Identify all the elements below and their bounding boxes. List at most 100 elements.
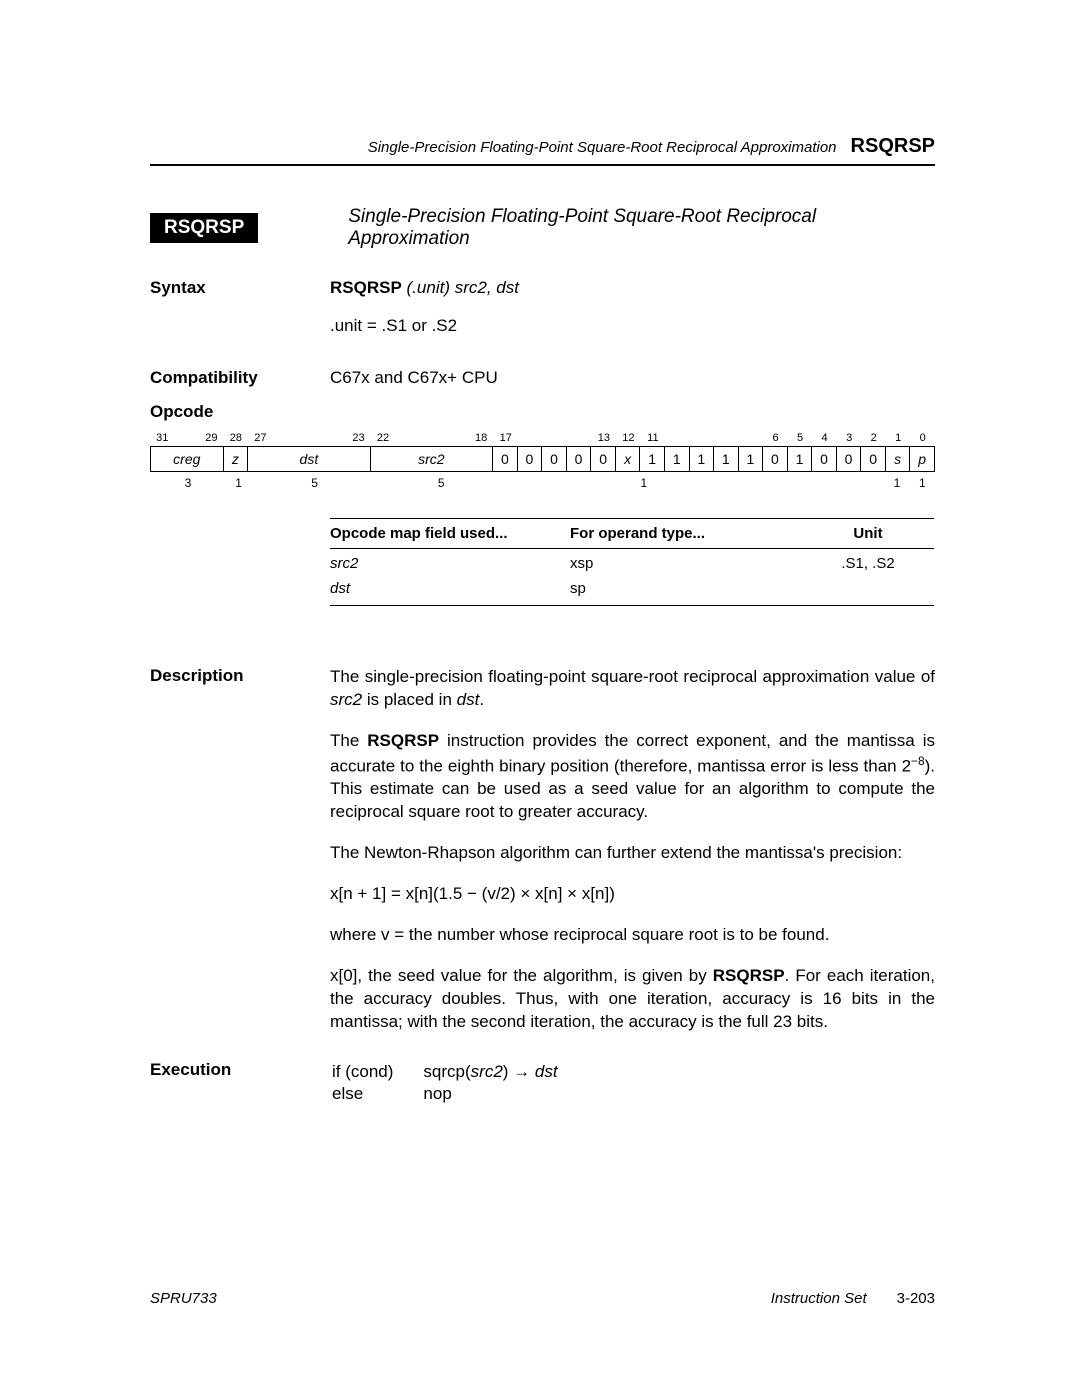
opcode-field-width: 5: [378, 476, 505, 490]
opcode-field: 0: [861, 446, 886, 472]
bit-number: 22: [371, 432, 396, 444]
running-head-title: Single-Precision Floating-Point Square-R…: [368, 139, 837, 156]
bit-number: [444, 432, 469, 444]
description-block: Description The single-precision floatin…: [150, 666, 935, 1052]
execution-op: nop: [423, 1084, 585, 1104]
bit-number: 23: [346, 432, 371, 444]
map-cell-unit: .S1, .S2: [810, 549, 934, 575]
bit-number: [543, 432, 568, 444]
map-cell-unit: [810, 574, 934, 606]
compatibility-text: C67x and C67x+ CPU: [330, 368, 935, 388]
page-footer: SPRU733 Instruction Set 3-203: [150, 1290, 935, 1307]
mnemonic-box: RSQRSP: [150, 213, 258, 243]
opcode-field: p: [910, 446, 935, 472]
bit-number: 31: [150, 432, 175, 444]
execution-cond: if (cond): [332, 1062, 421, 1082]
running-head: Single-Precision Floating-Point Square-R…: [150, 135, 935, 166]
execution-block: Execution if (cond) sqrcp(src2) → dst el…: [150, 1060, 935, 1106]
opcode-field-width: 1: [884, 476, 909, 490]
bit-number: [665, 432, 690, 444]
bit-number: 29: [199, 432, 224, 444]
map-cell-type: xsp: [570, 549, 810, 575]
opcode-field: 0: [518, 446, 543, 472]
bit-number: 18: [469, 432, 494, 444]
bit-number: 12: [616, 432, 641, 444]
footer-docnum: SPRU733: [150, 1290, 217, 1307]
running-head-mnemonic: RSQRSP: [851, 135, 935, 158]
execution-body: if (cond) sqrcp(src2) → dst else nop: [330, 1060, 588, 1106]
execution-label: Execution: [150, 1060, 330, 1106]
opcode-field-width: 5: [251, 476, 378, 490]
map-row: dst sp: [330, 574, 934, 606]
bit-number: 1: [886, 432, 911, 444]
opcode-field-row: cregzdstsrc200000x1111101000sp: [150, 446, 935, 472]
map-cell-field: src2: [330, 549, 570, 575]
compatibility-row: Compatibility C67x and C67x+ CPU: [150, 368, 935, 388]
opcode-field-width: 1: [226, 476, 251, 490]
bit-number: 3: [837, 432, 862, 444]
opcode-field-width: 1: [631, 476, 656, 490]
opcode-field: 1: [714, 446, 739, 472]
opcode-field: 1: [640, 446, 665, 472]
description-body: The single-precision floating-point squa…: [330, 666, 935, 1052]
syntax-mnemonic: RSQRSP: [330, 278, 402, 297]
bit-number: [420, 432, 445, 444]
bit-number: [322, 432, 347, 444]
opcode-field: 0: [542, 446, 567, 472]
opcode-field-width: 1: [910, 476, 935, 490]
execution-row: else nop: [332, 1084, 586, 1104]
bit-number: 11: [641, 432, 666, 444]
opcode-field: dst: [248, 446, 371, 472]
opcode-field: creg: [150, 446, 224, 472]
opcode-field: 0: [591, 446, 616, 472]
description-p2: The RSQRSP instruction provides the corr…: [330, 730, 935, 824]
opcode-field: 0: [812, 446, 837, 472]
map-th-unit: Unit: [810, 519, 934, 549]
bit-number: 0: [910, 432, 935, 444]
bit-number: [567, 432, 592, 444]
bit-number: [175, 432, 200, 444]
syntax-label: Syntax: [150, 278, 330, 354]
opcode-field: 1: [739, 446, 764, 472]
opcode-field-widths: 3155111: [150, 476, 935, 490]
bit-number: 2: [861, 432, 886, 444]
bit-number: [714, 432, 739, 444]
title-row: RSQRSP Single-Precision Floating-Point S…: [150, 206, 935, 250]
opcode-field: x: [616, 446, 641, 472]
instruction-title: Single-Precision Floating-Point Square-R…: [348, 206, 935, 250]
execution-cond: else: [332, 1084, 421, 1104]
map-cell-field: dst: [330, 574, 570, 606]
opcode-row: Opcode: [150, 402, 935, 422]
opcode-field: 1: [665, 446, 690, 472]
syntax-unit-line: .unit = .S1 or .S2: [330, 316, 935, 336]
execution-row: if (cond) sqrcp(src2) → dst: [332, 1062, 586, 1082]
footer-section: Instruction Set: [771, 1290, 867, 1307]
opcode-field: z: [224, 446, 249, 472]
bit-number: [518, 432, 543, 444]
execution-op: sqrcp(src2) → dst: [423, 1062, 585, 1082]
bit-number: [395, 432, 420, 444]
opcode-field: src2: [371, 446, 494, 472]
bit-number: 17: [493, 432, 518, 444]
opcode-field-width: 3: [150, 476, 226, 490]
opcode-label: Opcode: [150, 402, 330, 422]
opcode-field: 0: [493, 446, 518, 472]
opcode-field-width: [656, 476, 884, 490]
bit-number: 5: [788, 432, 813, 444]
opcode-bit-numbers: 31292827232218171312116543210: [150, 432, 935, 444]
description-formula: x[n + 1] = x[n](1.5 − (v/2) × x[n] × x[n…: [330, 883, 935, 906]
bit-number: [273, 432, 298, 444]
bit-number: 28: [224, 432, 249, 444]
bit-number: [739, 432, 764, 444]
description-p3: The Newton-Rhapson algorithm can further…: [330, 842, 935, 865]
opcode-field: 0: [837, 446, 862, 472]
description-label: Description: [150, 666, 330, 1052]
bit-number: [690, 432, 715, 444]
bit-number: 13: [592, 432, 617, 444]
compatibility-label: Compatibility: [150, 368, 330, 388]
bit-number: [297, 432, 322, 444]
syntax-row: Syntax RSQRSP (.unit) src2, dst .unit = …: [150, 278, 935, 354]
syntax-operands: (.unit) src2, dst: [402, 278, 519, 297]
opcode-encoding: 31292827232218171312116543210 cregzdstsr…: [150, 432, 935, 490]
footer-pagenum: 3-203: [897, 1290, 935, 1307]
